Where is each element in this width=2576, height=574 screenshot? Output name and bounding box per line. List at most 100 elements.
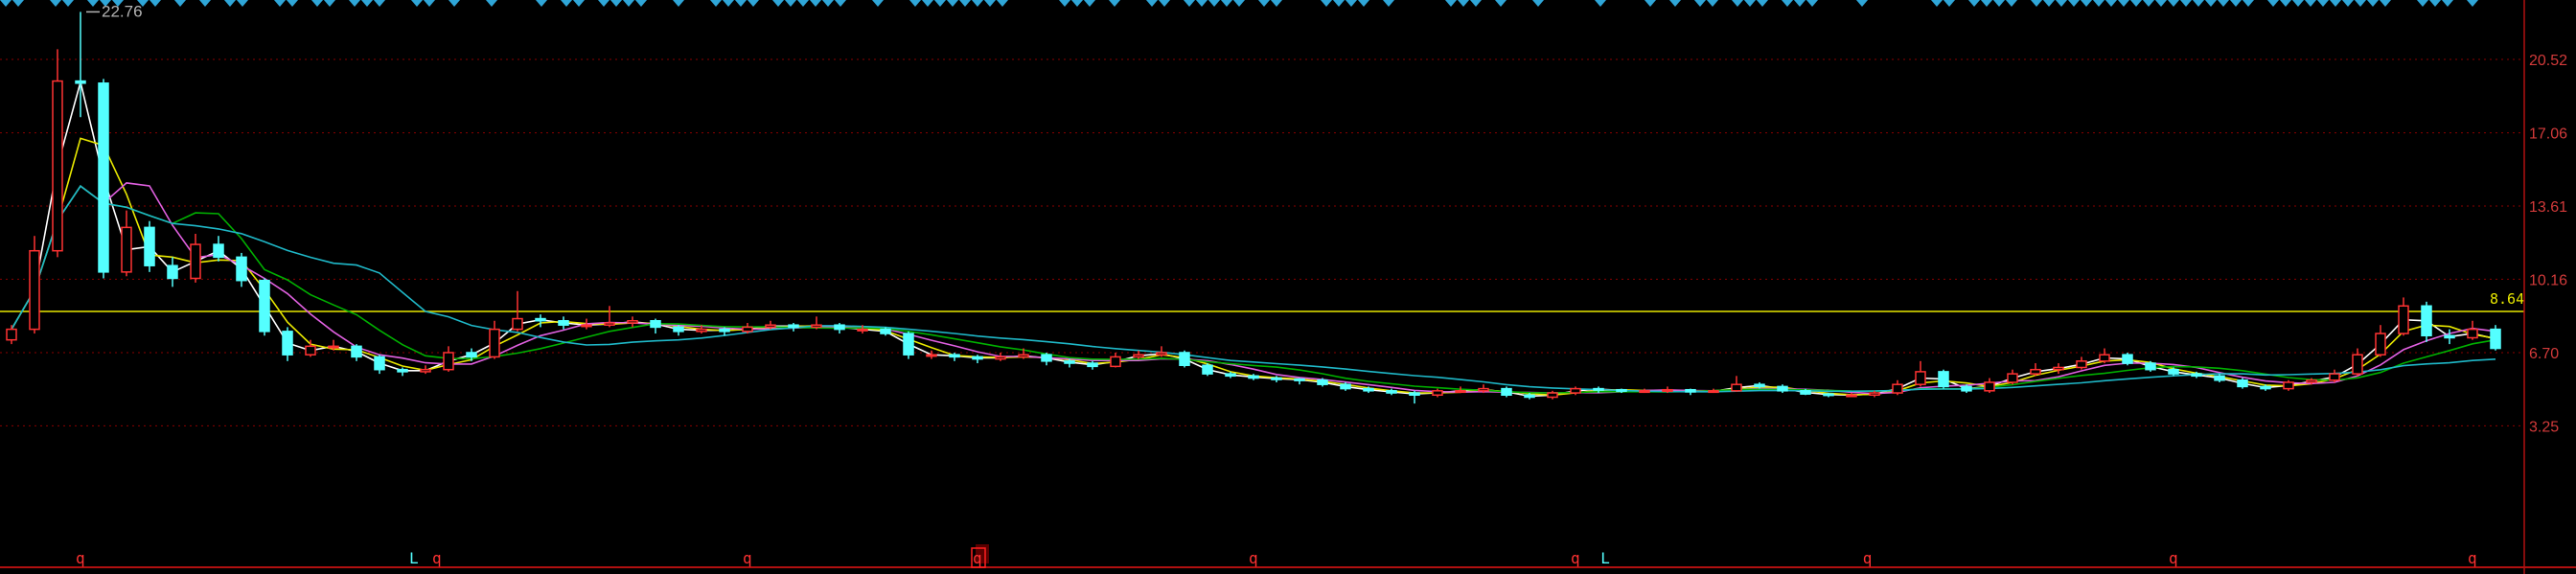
- candle-down[interactable]: [1202, 363, 1213, 377]
- candle-down[interactable]: [1501, 386, 1512, 398]
- candle-up[interactable]: [1018, 348, 1029, 359]
- candle-up[interactable]: [1110, 352, 1121, 368]
- candle-up[interactable]: [1156, 346, 1167, 357]
- candle-down[interactable]: [2168, 367, 2179, 377]
- candle-down[interactable]: [1225, 371, 1236, 379]
- candle-up[interactable]: [2306, 378, 2317, 385]
- candle-down[interactable]: [1800, 388, 1811, 396]
- candle-up[interactable]: [926, 350, 937, 359]
- candle-down[interactable]: [903, 331, 914, 359]
- candle-up[interactable]: [512, 290, 523, 332]
- candle-down[interactable]: [1777, 384, 1788, 394]
- candle-down[interactable]: [949, 352, 960, 361]
- candle-up[interactable]: [52, 49, 63, 258]
- candle-down[interactable]: [1524, 393, 1535, 400]
- candle-up[interactable]: [2352, 348, 2363, 377]
- candle-down[interactable]: [2122, 352, 2133, 366]
- candle-down[interactable]: [2490, 325, 2501, 351]
- candle-down[interactable]: [834, 322, 845, 334]
- candle-down[interactable]: [2191, 371, 2202, 379]
- candle-down[interactable]: [2260, 384, 2271, 391]
- candle-up[interactable]: [121, 210, 132, 277]
- candle-down[interactable]: [75, 11, 86, 118]
- candle-up[interactable]: [1915, 360, 1926, 387]
- candle-down[interactable]: [1294, 378, 1305, 385]
- candle-down[interactable]: [1064, 358, 1075, 368]
- candle-up[interactable]: [2007, 369, 2018, 385]
- candle-down[interactable]: [98, 79, 109, 279]
- candle-up[interactable]: [811, 316, 822, 330]
- candle-down[interactable]: [972, 355, 983, 364]
- candle-down[interactable]: [466, 348, 477, 361]
- candle-down[interactable]: [2145, 360, 2156, 372]
- candle-down[interactable]: [1616, 388, 1627, 394]
- candle-down[interactable]: [673, 325, 684, 336]
- candle-up[interactable]: [489, 320, 500, 359]
- candles[interactable]: [6, 11, 2501, 404]
- candle-up[interactable]: [2283, 379, 2294, 391]
- candle-up[interactable]: [1570, 386, 1581, 396]
- candle-down[interactable]: [1340, 381, 1351, 391]
- candle-up[interactable]: [857, 325, 868, 334]
- candle-up[interactable]: [443, 346, 454, 372]
- candle-up[interactable]: [604, 306, 615, 328]
- candle-down[interactable]: [2421, 301, 2432, 342]
- candle-up[interactable]: [742, 322, 753, 334]
- candle-down[interactable]: [1593, 386, 1604, 394]
- candle-up[interactable]: [2375, 325, 2386, 357]
- candle-down[interactable]: [1317, 378, 1328, 387]
- candle-up[interactable]: [2398, 297, 2409, 336]
- candle-down[interactable]: [167, 257, 178, 287]
- candle-up[interactable]: [305, 339, 316, 357]
- candle-up[interactable]: [190, 233, 201, 283]
- candle-down[interactable]: [1409, 390, 1420, 404]
- candle-down[interactable]: [1363, 386, 1374, 394]
- candle-down[interactable]: [719, 327, 730, 336]
- candle-down[interactable]: [1386, 388, 1397, 396]
- candle-up[interactable]: [1455, 386, 1466, 394]
- candle-up[interactable]: [328, 339, 339, 351]
- candle-up[interactable]: [1662, 386, 1673, 394]
- candle-up[interactable]: [1478, 384, 1489, 394]
- candle-up[interactable]: [1869, 390, 1880, 398]
- candle-up[interactable]: [2099, 348, 2110, 364]
- candle-down[interactable]: [1087, 360, 1098, 370]
- candle-up[interactable]: [995, 352, 1006, 361]
- candle-down[interactable]: [788, 322, 799, 332]
- candle-down[interactable]: [1041, 352, 1052, 366]
- candle-down[interactable]: [1179, 350, 1190, 368]
- candle-up[interactable]: [420, 365, 431, 375]
- candle-down[interactable]: [259, 278, 270, 336]
- candle-up[interactable]: [2467, 320, 2478, 340]
- candle-up[interactable]: [2329, 369, 2340, 382]
- candle-up[interactable]: [1731, 376, 1742, 392]
- candle-up[interactable]: [1432, 388, 1443, 398]
- candle-up[interactable]: [2053, 363, 2064, 375]
- candle-up[interactable]: [2076, 356, 2087, 370]
- candle-up[interactable]: [1984, 378, 1995, 394]
- candle-up[interactable]: [765, 320, 776, 330]
- candle-down[interactable]: [1938, 369, 1949, 389]
- candle-down[interactable]: [1823, 393, 1834, 398]
- candle-down[interactable]: [1248, 374, 1259, 380]
- candle-up[interactable]: [1708, 388, 1719, 394]
- candle-up[interactable]: [29, 236, 40, 334]
- candle-down[interactable]: [374, 355, 385, 375]
- candle-down[interactable]: [558, 316, 569, 330]
- candle-up[interactable]: [1133, 350, 1144, 359]
- candle-up[interactable]: [2030, 363, 2041, 377]
- candle-down[interactable]: [1271, 376, 1282, 382]
- candle-down[interactable]: [282, 327, 293, 361]
- candle-down[interactable]: [144, 220, 155, 272]
- candle-down[interactable]: [1961, 384, 1972, 394]
- candle-up[interactable]: [696, 325, 707, 334]
- candle-down[interactable]: [880, 327, 891, 336]
- candle-up[interactable]: [6, 325, 17, 345]
- candle-up[interactable]: [1892, 379, 1903, 396]
- candle-up[interactable]: [627, 316, 638, 328]
- candle-up[interactable]: [581, 318, 592, 330]
- candle-down[interactable]: [213, 236, 224, 262]
- candle-down[interactable]: [2237, 378, 2248, 389]
- candle-down[interactable]: [2214, 374, 2225, 382]
